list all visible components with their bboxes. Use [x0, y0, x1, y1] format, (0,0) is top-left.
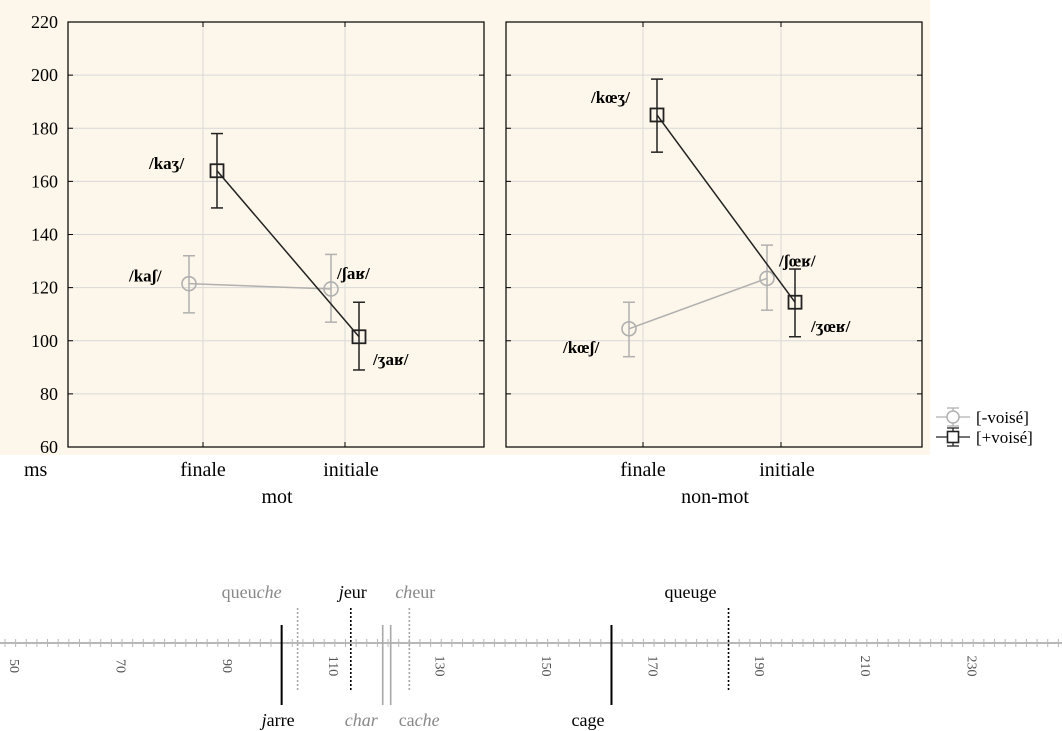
- panel-non-mot: finale initiale non-mot/kœʃ/ /ʃœʁ/ /kœʒ/ /ʒœʁ…: [505, 21, 923, 508]
- data-point: [323, 281, 339, 297]
- y-tick-label: 120: [31, 278, 58, 298]
- y-tick-label: 140: [31, 225, 58, 245]
- series-line: [216, 170, 360, 338]
- legend: [-voisé][+voisé]: [936, 407, 1033, 447]
- data-label: /kaʃ/: [128, 267, 162, 286]
- timeline-tick-label: 90: [219, 659, 234, 673]
- data-point: [649, 107, 665, 123]
- x-axis-label: mot: [261, 486, 293, 508]
- timeline-label: cache: [399, 710, 440, 730]
- timeline-label: jeur: [337, 582, 367, 602]
- timeline-tick-label: 210: [857, 656, 872, 677]
- timeline-tick-label: 70: [112, 659, 127, 673]
- data-point: [621, 320, 637, 337]
- label-part-italic: j: [337, 582, 344, 602]
- timeline-tick-label: 150: [538, 656, 553, 677]
- y-tick-label: 80: [40, 384, 58, 404]
- label-part: arre: [267, 710, 295, 730]
- label-part-italic: j: [260, 710, 267, 730]
- chart-background: [0, 0, 930, 455]
- label-part-italic: char: [345, 710, 379, 730]
- y-tick-label: 160: [31, 171, 58, 191]
- series-line: [656, 114, 796, 303]
- legend-marker: [946, 410, 960, 424]
- timeline-label: queuge: [665, 582, 717, 602]
- data-point: [787, 294, 803, 310]
- y-tick-label: 220: [31, 12, 58, 32]
- timeline-label: jarre: [260, 710, 295, 730]
- label-part: queu: [222, 582, 257, 602]
- y-tick-label: 60: [40, 437, 58, 457]
- data-point: [759, 270, 775, 287]
- timeline-label: queuche: [222, 582, 282, 602]
- y-tick-label: 100: [31, 331, 58, 351]
- x-tick-label: initiale: [759, 459, 815, 481]
- series-line: [188, 282, 332, 290]
- legend-marker: [946, 430, 960, 444]
- label-part: eur: [412, 582, 435, 602]
- timeline-tick-label: 110: [325, 656, 340, 676]
- panel-mot: finale initiale mot/kaʃ/ /ʃaʁ/ /kaʒ/ /ʒaʁ/: [67, 21, 485, 508]
- label-part: eur: [344, 582, 367, 602]
- timeline-label: char: [345, 710, 379, 730]
- timeline-tick-label: 190: [751, 656, 766, 677]
- legend-item: [+voisé]: [936, 427, 1033, 447]
- panels: finale initiale mot/kaʃ/ /ʃaʁ/ /kaʒ/ /ʒaʁ/fin…: [24, 12, 923, 508]
- label-part-italic: che: [257, 582, 282, 602]
- timeline-label: cage: [571, 710, 604, 730]
- timeline-tick-label: 170: [644, 656, 659, 677]
- data-label: /ʃaʁ/: [336, 264, 370, 283]
- timeline-tick-label: 50: [6, 659, 21, 673]
- label-part: ca: [399, 710, 415, 730]
- data-point: [181, 275, 197, 292]
- data-label: /ʒaʁ/: [372, 350, 409, 369]
- x-axis-label: non-mot: [681, 486, 749, 508]
- data-point: [351, 329, 367, 345]
- legend-item: [-voisé]: [936, 407, 1029, 427]
- data-label: /kaʒ/: [148, 154, 184, 173]
- label-part: queuge: [665, 582, 717, 602]
- timeline-label: cheur: [395, 582, 435, 602]
- y-axis: 60 80 100 120 140 160 180 200 220 ms: [24, 12, 58, 481]
- label-part: cage: [571, 710, 604, 730]
- data-label: /kœʃ/: [562, 338, 600, 357]
- timeline-tick-label: 130: [432, 656, 447, 677]
- label-part-italic: ch: [395, 582, 412, 602]
- series-line: [628, 277, 768, 330]
- legend-label: [-voisé]: [976, 408, 1029, 427]
- unit-label: ms: [24, 459, 48, 481]
- x-tick-label: finale: [180, 459, 226, 481]
- data-label: /ʒœʁ/: [810, 317, 851, 336]
- x-tick-label: finale: [620, 459, 666, 481]
- y-tick-label: 200: [31, 65, 58, 85]
- data-label: /ʃœʁ/: [778, 251, 816, 270]
- y-tick-label: 180: [31, 118, 58, 138]
- label-part-italic: che: [415, 710, 440, 730]
- legend-label: [+voisé]: [976, 428, 1033, 447]
- x-tick-label: initiale: [323, 459, 379, 481]
- data-label: /kœʒ/: [590, 88, 630, 107]
- timeline-tick-label: 230: [964, 656, 979, 677]
- data-point: [209, 163, 225, 179]
